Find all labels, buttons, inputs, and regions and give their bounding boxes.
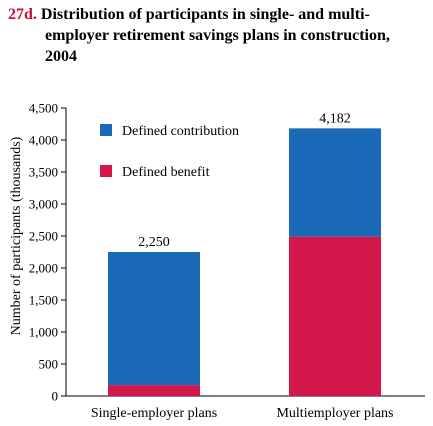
x-tick-label: Single-employer plans [91,406,217,421]
figure-number: 27d. [8,6,37,23]
labels: 2,250 Single-employer plans 4,182 Multiempl… [91,111,394,421]
title-line-3: 2004 [45,48,77,65]
legend: Defined contribution Defined benefit [100,124,239,180]
bar-segment-defined-benefit [108,385,200,396]
bar-total-label: 4,182 [319,111,351,126]
y-tick-label: 4,000 [29,133,58,148]
y-axis-label: Number of participants (thousands) [9,136,24,335]
y-tick-label: 0 [52,389,59,404]
bar-segment-defined-contribution [108,252,200,386]
title-line-2: employer retirement savings plans in con… [45,27,390,44]
bar-segment-defined-benefit [289,236,381,396]
legend-label: Defined contribution [122,124,239,139]
bar-segment-defined-contribution [289,128,381,237]
y-tick-label: 1,500 [29,293,58,308]
bar-total-label: 2,250 [138,235,170,250]
legend-label: Defined benefit [122,165,210,180]
y-tick-label: 4,500 [29,101,58,116]
legend-swatch [100,124,112,136]
bars [108,128,381,396]
y-tick-label: 1,000 [29,325,58,340]
y-tick-label: 2,500 [29,229,58,244]
y-tick-label: 3,500 [29,165,58,180]
legend-swatch [100,165,112,177]
chart-title: 27d. Distribution of participants in sin… [8,4,428,67]
axes: 0 500 1,000 1,500 2,000 2,500 3,000 3,500 4,000 4… [29,101,425,404]
y-tick-label: 2,000 [29,261,58,276]
title-line-1: Distribution of participants in single- … [40,6,370,23]
y-tick-label: 3,000 [29,197,58,212]
y-tick-label: 500 [39,357,59,372]
x-tick-label: Multiemployer plans [276,406,393,421]
